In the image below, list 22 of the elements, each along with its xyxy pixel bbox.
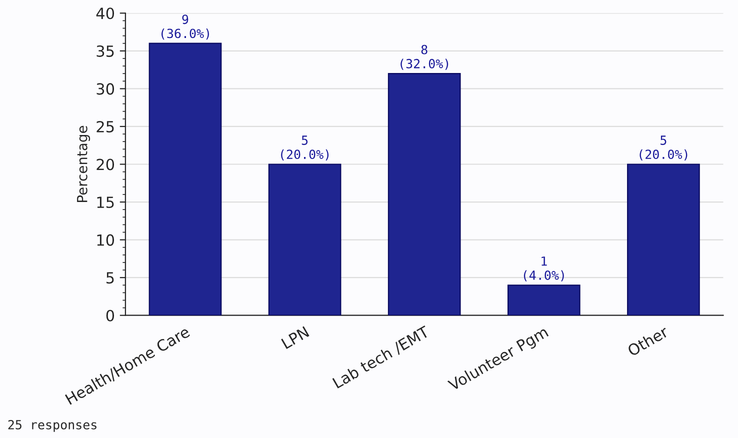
- text: 25 responses: [8, 420, 96, 432]
- y-tick-label: 20: [96, 158, 114, 170]
- y-axis-title: Percentage: [77, 126, 90, 202]
- data-label: 5 (20.0%): [281, 136, 329, 161]
- data-label: 8 (32.0%): [400, 44, 448, 70]
- data-label: 1 (4.0%): [524, 256, 564, 282]
- data-label: 5 (20.0%): [640, 136, 688, 161]
- y-tick-label: 15: [97, 196, 114, 208]
- bar: [627, 164, 700, 316]
- y-tick-label: 30: [96, 83, 114, 95]
- y-tick-label: 25: [96, 120, 114, 132]
- bar: [148, 42, 222, 316]
- data-label: 9 (36.0%): [162, 14, 209, 40]
- y-tick-label: 10: [97, 234, 114, 246]
- x-tick-label: LPN: [281, 326, 310, 349]
- y-tick-label: 0: [106, 310, 114, 322]
- y-tick-label: 40: [96, 8, 114, 20]
- y-tick-label: 5: [106, 272, 114, 284]
- y-tick-label: 35: [96, 45, 114, 57]
- bar: [507, 284, 580, 316]
- bar: [268, 164, 342, 316]
- bar: [388, 73, 461, 316]
